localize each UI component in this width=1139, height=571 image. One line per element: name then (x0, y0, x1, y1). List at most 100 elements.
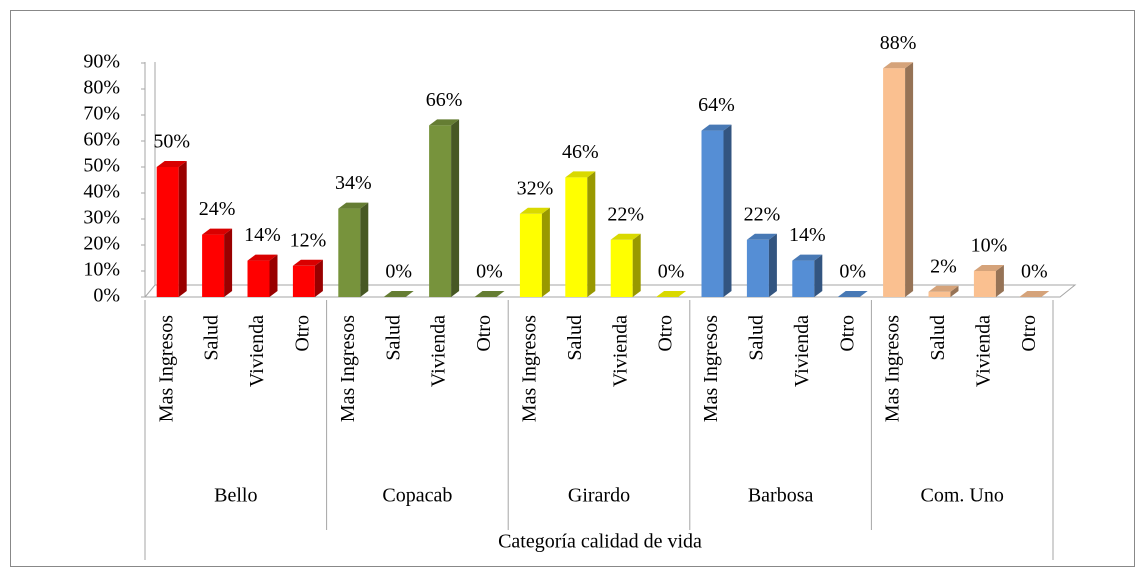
bar-front (292, 265, 315, 297)
bar-side (723, 124, 732, 297)
y-tick-label: 0% (93, 285, 120, 307)
bar (610, 233, 641, 297)
value-label: 14% (244, 224, 281, 246)
bar-top (474, 291, 505, 297)
bar (883, 62, 914, 298)
bar-side (905, 62, 914, 298)
value-label: 2% (930, 255, 957, 277)
bar-front (610, 239, 633, 297)
y-tick-label: 30% (83, 207, 120, 229)
bar (202, 228, 233, 297)
bar-top (202, 228, 233, 235)
value-label: 0% (658, 261, 685, 283)
bar-front (202, 234, 225, 297)
group-label: Com. Uno (921, 485, 1004, 507)
bar (519, 207, 550, 297)
value-label: 0% (839, 261, 866, 283)
value-label: 46% (562, 141, 599, 163)
value-label: 14% (789, 224, 826, 246)
group-label: Copacab (382, 485, 452, 507)
bar (837, 291, 868, 297)
x-tick-label: Vivienda (428, 315, 450, 387)
y-tick-label: 40% (83, 181, 120, 203)
value-label: 34% (335, 172, 372, 194)
bar-side (995, 265, 1004, 297)
bar (928, 285, 959, 297)
bar-front (883, 68, 906, 297)
bar (292, 259, 323, 297)
bar (656, 291, 687, 297)
y-tick-label: 50% (83, 155, 120, 177)
value-label: 66% (426, 89, 463, 111)
bar-front (156, 167, 179, 297)
bar (247, 254, 278, 297)
value-label: 0% (385, 261, 412, 283)
x-tick-label: Mas Ingresos (882, 315, 904, 422)
bar-front (792, 260, 815, 297)
bar-top (1019, 291, 1050, 297)
bar-side (768, 233, 777, 297)
bar-top (928, 285, 959, 292)
group-label: Barbosa (748, 485, 814, 507)
bar-top (883, 62, 914, 69)
x-tick-label: Vivienda (246, 315, 268, 387)
x-tick-label: Salud (382, 315, 404, 361)
x-tick-label: Otro (655, 315, 677, 352)
x-tick-label: Mas Ingresos (700, 315, 722, 422)
bar-side (541, 207, 550, 297)
bar-front (247, 260, 270, 297)
value-label: 24% (199, 198, 236, 220)
y-tick-label: 60% (83, 129, 120, 151)
bar-side (314, 259, 323, 297)
bar-front (429, 125, 452, 298)
bar (474, 291, 505, 297)
bar-top (338, 202, 369, 209)
bar-side (814, 254, 823, 297)
bar-front (746, 239, 769, 297)
bar-front (701, 130, 724, 297)
x-tick-label: Otro (291, 315, 313, 352)
x-tick-label: Salud (564, 315, 586, 361)
y-tick-label: 10% (83, 259, 120, 281)
bar-top (973, 265, 1004, 271)
value-label: 12% (290, 229, 327, 251)
bar-top (610, 233, 641, 240)
bar-front (973, 271, 996, 297)
x-tick-label: Salud (201, 315, 223, 361)
bar-top (565, 171, 596, 178)
x-tick-label: Salud (745, 315, 767, 361)
bar-top (519, 207, 550, 214)
bar-front (519, 213, 542, 297)
x-tick-label: Mas Ingresos (155, 315, 177, 422)
y-tick-label: 80% (83, 77, 120, 99)
bar-front (338, 208, 361, 297)
x-tick-label: Mas Ingresos (518, 315, 540, 422)
bar-side (178, 161, 187, 297)
value-label: 22% (607, 203, 644, 225)
bar-top (746, 233, 777, 240)
x-tick-label: Otro (836, 315, 858, 352)
bar-side (224, 228, 233, 297)
bar (746, 233, 777, 297)
x-tick-label: Salud (927, 315, 949, 361)
bar-top (429, 119, 460, 126)
x-axis-label: Categoría calidad de vida (498, 531, 702, 553)
y-tick-label: 20% (83, 233, 120, 255)
x-tick-label: Vivienda (791, 315, 813, 387)
value-label: 64% (698, 94, 735, 116)
bar (1019, 291, 1050, 297)
x-tick-label: Vivienda (972, 315, 994, 387)
bar-top (247, 254, 278, 261)
bar-front (565, 177, 588, 297)
bar-side (587, 171, 596, 297)
y-tick-label: 90% (83, 51, 120, 73)
bar (383, 291, 414, 297)
bar-side (451, 119, 460, 298)
bar (701, 124, 732, 297)
value-label: 0% (1021, 261, 1048, 283)
group-label: Bello (214, 485, 257, 507)
bar (429, 119, 460, 298)
bar (973, 265, 1004, 297)
bar-top (701, 124, 732, 131)
